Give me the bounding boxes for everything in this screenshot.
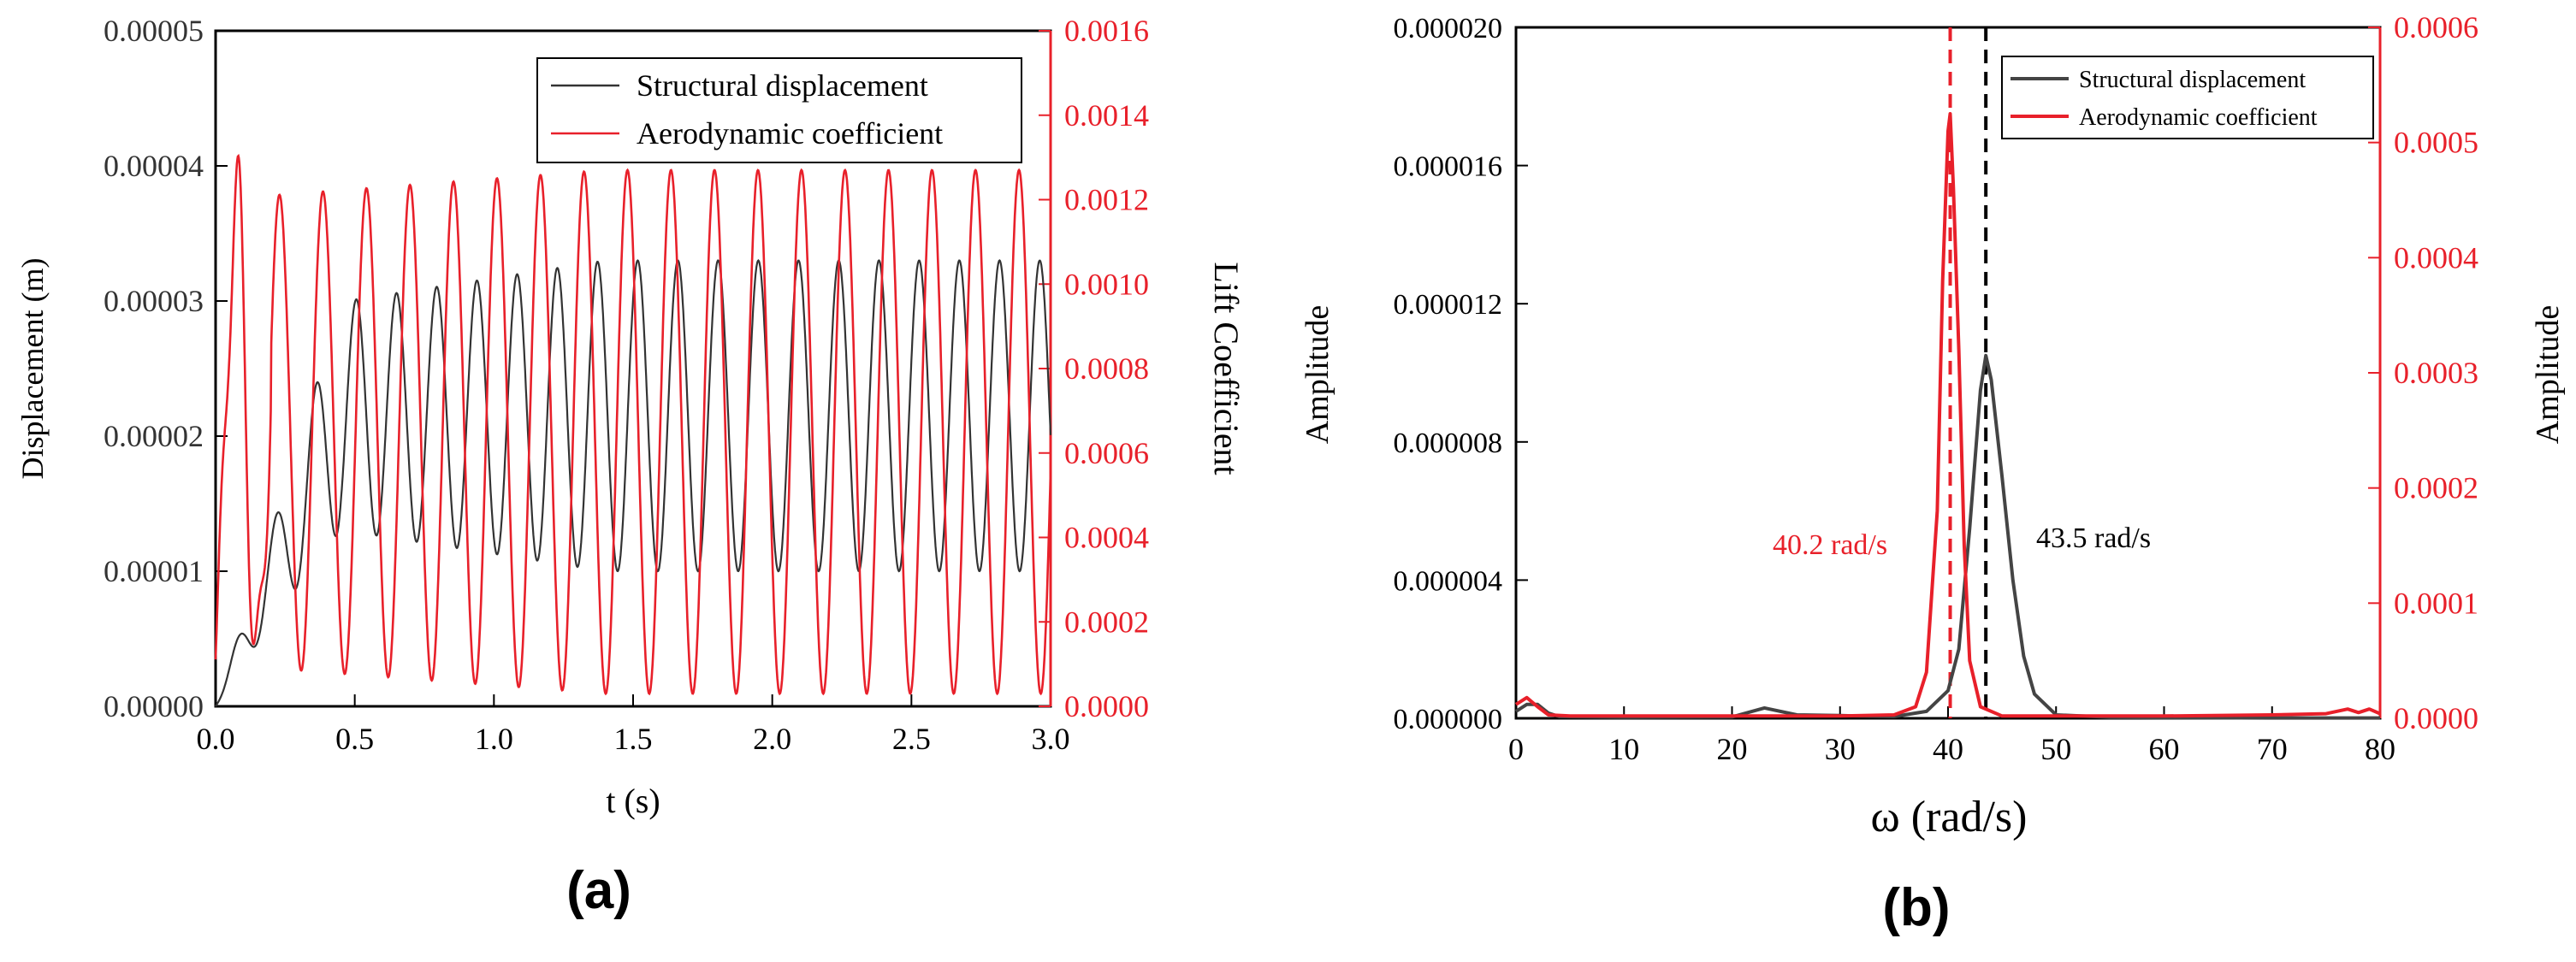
a-xtick-label: 3.0 <box>1032 722 1070 756</box>
panel-a-ylabel-left: Displacement (m) <box>15 258 50 480</box>
legend-a-label-aero: Aerodynamic coefficient <box>637 116 943 150</box>
panel-a-label: (a) <box>566 861 631 920</box>
panel-b-xlabel: ω (rad/s) <box>1871 793 2028 841</box>
a-ytick-right-label: 0.0008 <box>1064 351 1149 386</box>
b-ytick-right-label: 0.0004 <box>2394 240 2478 274</box>
a-xtick-label: 1.5 <box>614 722 653 756</box>
a-ytick-right-label: 0.0014 <box>1064 98 1149 133</box>
b-ytick-left-label: 0.000000 <box>1394 704 1503 735</box>
b-xtick-label: 20 <box>1717 732 1748 766</box>
b-ytick-left-label: 0.000016 <box>1394 151 1503 183</box>
legend-a-label-displacement: Structural displacement <box>637 68 928 103</box>
b-xtick-label: 70 <box>2257 732 2288 766</box>
b-xtick-label: 50 <box>2040 732 2071 766</box>
b-ytick-right-label: 0.0003 <box>2394 356 2478 390</box>
a-xtick-label: 0.0 <box>197 722 235 756</box>
panel-a-legend-box <box>536 57 1022 163</box>
panel-b-ylabel-left: Amplitude <box>1300 305 1335 445</box>
panel-a-ylabel-right: Lift Coefficient <box>1207 262 1246 475</box>
b-ytick-left-label: 0.000012 <box>1394 289 1503 321</box>
a-series-line-aero <box>214 153 1052 696</box>
b-xtick-label: 0 <box>1508 732 1524 766</box>
b-ytick-right-label: 0.0006 <box>2394 10 2478 44</box>
panel-b-ylabel-right: Amplitude <box>2530 305 2566 445</box>
a-ytick-left-label: 0.00000 <box>104 689 204 723</box>
b-series-line-aero <box>1514 112 2381 718</box>
a-ytick-left-label: 0.00003 <box>104 284 204 318</box>
annotation-43-5: 43.5 rad/s <box>2036 522 2151 554</box>
panel-a-chart: 0.0 0.5 1.0 1.5 2.0 2.5 3.0 0.00000 0.00001 0.00… <box>15 14 1246 920</box>
b-xtick-label: 80 <box>2365 732 2395 766</box>
b-ytick-left-label: 0.000020 <box>1394 13 1503 44</box>
b-series-line-displacement <box>1514 353 2380 720</box>
b-ytick-right-label: 0.0000 <box>2394 701 2478 735</box>
panel-b-legend: Structural displacement Aerodynamic coef… <box>2001 56 2374 139</box>
a-ytick-right-label: 0.0006 <box>1064 436 1149 470</box>
a-ytick-right-label: 0.0010 <box>1064 267 1149 301</box>
a-series-line-displacement <box>215 259 1052 707</box>
a-ytick-left-label: 0.00001 <box>104 554 204 588</box>
legend-b-label-displacement: Structural displacement <box>2079 67 2306 93</box>
panel-a-legend: Structural displacement Aerodynamic coef… <box>536 57 1022 163</box>
b-xtick-label: 60 <box>2149 732 2180 766</box>
panel-b-legend-box <box>2001 56 2374 139</box>
b-xtick-label: 40 <box>1933 732 1963 766</box>
a-ytick-right-label: 0.0016 <box>1064 14 1149 48</box>
legend-b-label-aero: Aerodynamic coefficient <box>2079 104 2318 131</box>
a-ytick-left-label: 0.00004 <box>104 149 204 183</box>
a-xtick-label: 0.5 <box>335 722 374 756</box>
a-ytick-right-label: 0.0000 <box>1064 689 1149 723</box>
b-ytick-left-label: 0.000004 <box>1394 565 1503 597</box>
b-xtick-label: 10 <box>1608 732 1639 766</box>
panel-b-chart: 0 10 20 30 40 50 60 70 80 0.000000 0.000004 0.0000… <box>1300 10 2566 937</box>
b-ytick-right-label: 0.0002 <box>2394 471 2478 505</box>
a-xtick-label: 2.0 <box>753 722 791 756</box>
a-ytick-left-label: 0.00005 <box>104 14 204 48</box>
a-ytick-left-label: 0.00002 <box>104 419 204 453</box>
b-xtick-label: 30 <box>1825 732 1856 766</box>
b-ytick-left-label: 0.000008 <box>1394 428 1503 459</box>
panel-b-label: (b) <box>1882 878 1950 937</box>
a-xtick-label: 2.5 <box>892 722 931 756</box>
a-ytick-right-label: 0.0004 <box>1064 521 1149 555</box>
a-xtick-label: 1.0 <box>475 722 513 756</box>
panel-a-xlabel: t (s) <box>606 782 660 820</box>
a-ytick-right-label: 0.0012 <box>1064 183 1149 217</box>
b-ytick-right-label: 0.0001 <box>2394 586 2478 620</box>
a-ytick-right-label: 0.0002 <box>1064 605 1149 639</box>
annotation-40-2: 40.2 rad/s <box>1773 529 1887 561</box>
b-ytick-right-label: 0.0005 <box>2394 126 2478 160</box>
